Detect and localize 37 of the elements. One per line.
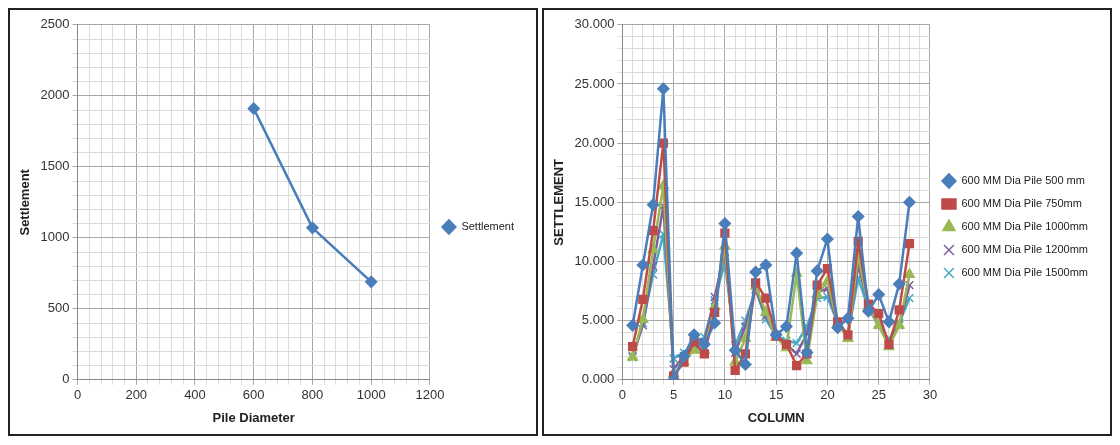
x-tick-label: 1200	[415, 387, 445, 403]
x-tick-label: 0	[618, 387, 626, 403]
x-axis-title: Pile Diameter	[212, 409, 295, 425]
y-tick-label: 1500	[40, 158, 70, 174]
y-axis-title: SETTLEMENT	[551, 158, 567, 246]
y-tick-label: 15.000	[574, 193, 615, 209]
y-tick-label: 0.000	[581, 371, 615, 387]
x-tick-label: 1000	[356, 387, 386, 403]
x-axis-title: COLUMN	[747, 409, 805, 425]
x-tick-label: 15	[768, 387, 784, 403]
legend-label: 600 MM Dia Pile 1000mm	[961, 220, 1089, 233]
y-tick-label: 1000	[40, 229, 70, 245]
legend-label: Settlement	[461, 220, 515, 233]
x-tick-label: 600	[242, 387, 265, 403]
x-tick-label: 800	[301, 387, 324, 403]
x-tick-label: 10	[717, 387, 733, 403]
y-tick-label: 25.000	[574, 75, 615, 91]
y-tick-label: 0	[62, 371, 70, 387]
x-tick-label: 400	[184, 387, 206, 403]
x-tick-label: 25	[871, 387, 886, 403]
y-tick-label: 5.000	[581, 312, 615, 328]
legend-label: 600 MM Dia Pile 750mm	[961, 197, 1082, 210]
y-axis-title: Settlement	[17, 168, 33, 236]
legend-label: 600 MM Dia Pile 500 mm	[961, 174, 1085, 187]
y-tick-label: 500	[47, 300, 70, 316]
y-tick-label: 10.000	[574, 253, 615, 269]
y-tick-label: 30.000	[574, 16, 615, 32]
legend-label: 600 MM Dia Pile 1200mm	[961, 243, 1089, 256]
y-tick-label: 2500	[40, 16, 70, 32]
x-tick-label: 0	[73, 387, 82, 403]
x-tick-label: 20	[820, 387, 835, 403]
x-tick-label: 200	[125, 387, 148, 403]
y-tick-label: 20.000	[574, 134, 615, 150]
x-tick-label: 5	[670, 387, 678, 403]
x-tick-label: 30	[922, 387, 938, 403]
legend-label: 600 MM Dia Pile 1500mm	[961, 266, 1089, 279]
y-tick-label: 2000	[40, 87, 70, 103]
